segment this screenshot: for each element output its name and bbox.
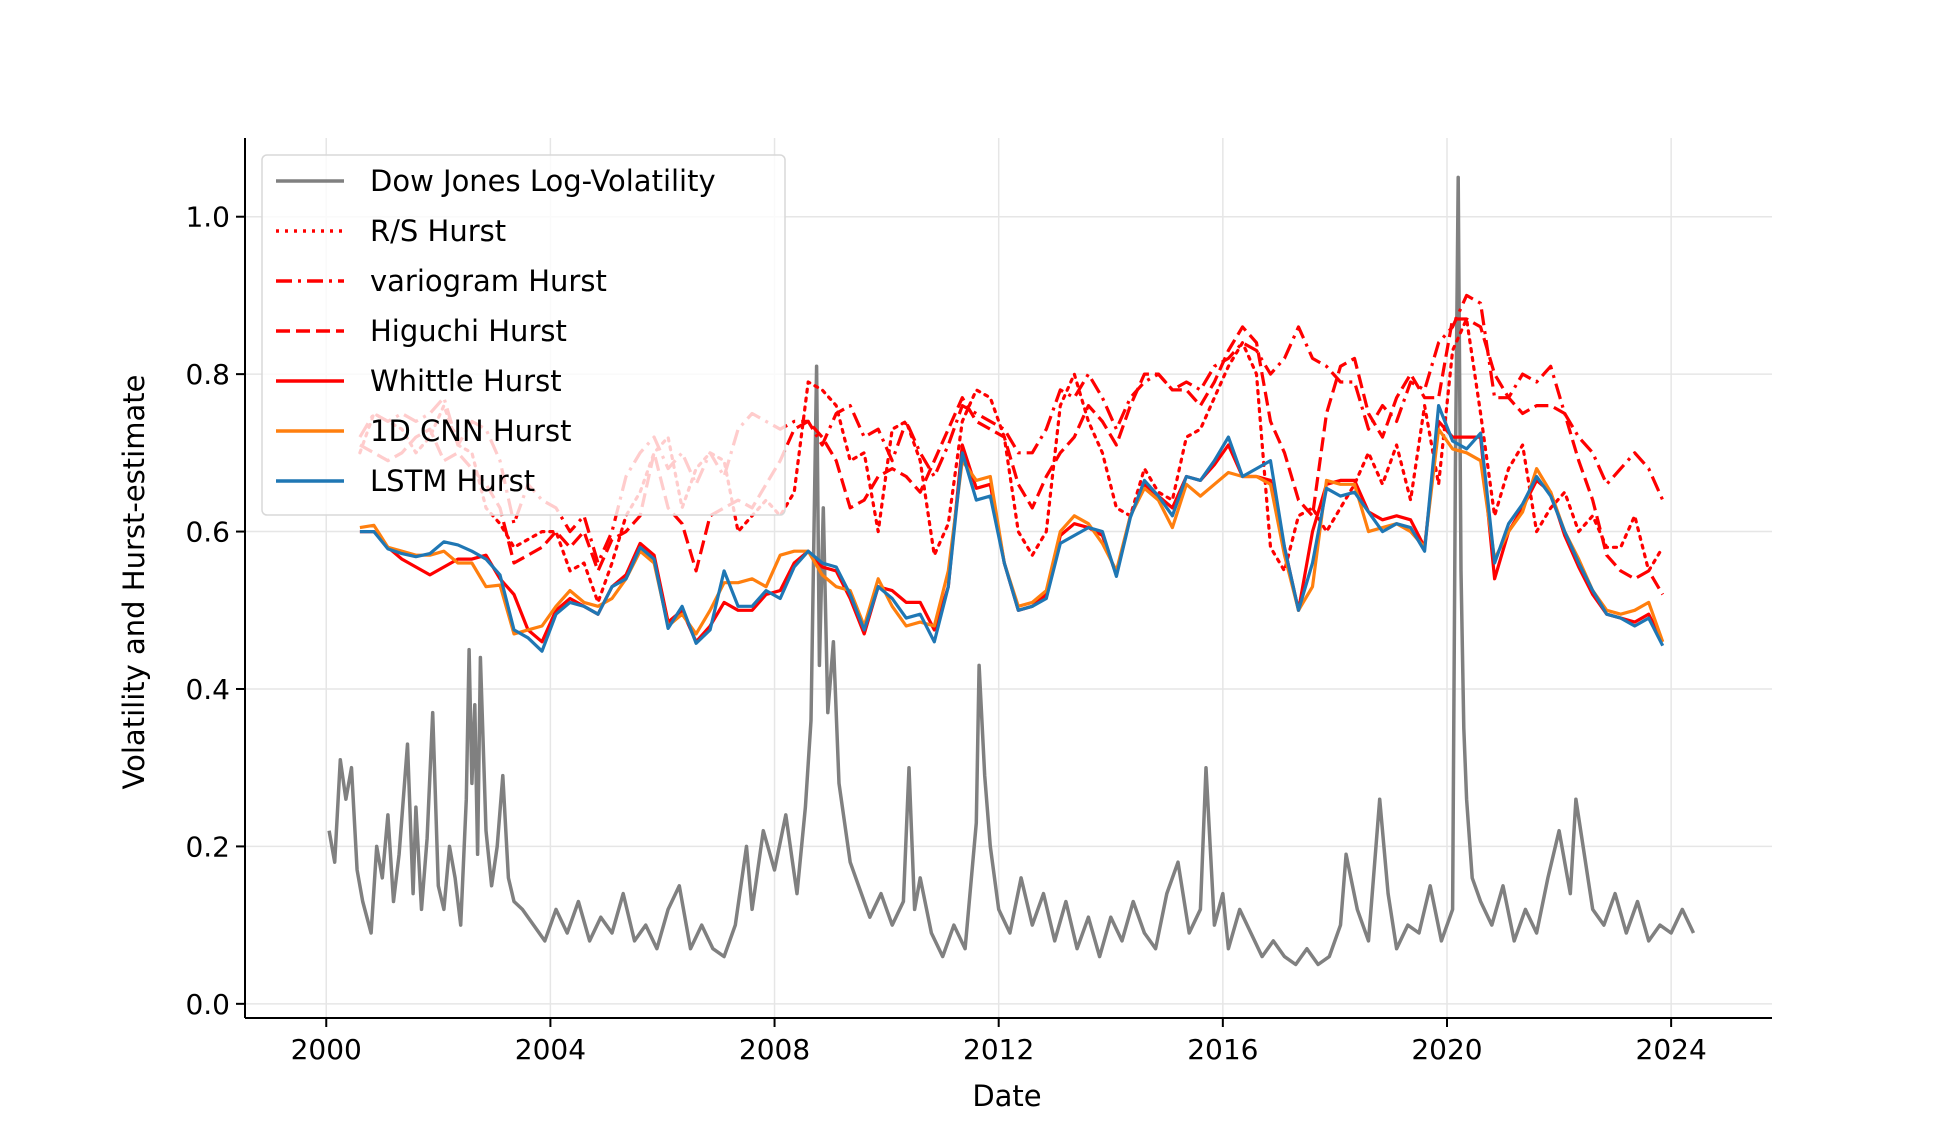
y-tick-label: 0.4 bbox=[185, 673, 230, 706]
y-axis-label: Volatility and Hurst-estimate bbox=[117, 375, 151, 790]
x-tick-label: 2020 bbox=[1411, 1033, 1482, 1066]
legend: Dow Jones Log-Volatility R/S Hurst variogr… bbox=[261, 154, 786, 516]
x-tick-label: 2012 bbox=[963, 1033, 1034, 1066]
series-line-0 bbox=[327, 175, 1696, 967]
y-tick-label: 0.8 bbox=[185, 358, 230, 391]
axes bbox=[244, 138, 1772, 1019]
series-line-3 bbox=[359, 317, 1665, 596]
legend-label: Dow Jones Log-Volatility bbox=[370, 164, 716, 198]
x-tick-label: 2016 bbox=[1187, 1033, 1258, 1066]
x-axis-label: Date bbox=[972, 1079, 1041, 1113]
series-lines bbox=[327, 175, 1696, 967]
series-line-6 bbox=[359, 404, 1665, 653]
series-line-1 bbox=[358, 317, 1665, 605]
y-tick-label: 0.6 bbox=[185, 516, 230, 549]
series-line-2 bbox=[358, 293, 1665, 565]
x-tick-label: 2000 bbox=[291, 1033, 362, 1066]
y-tick-label: 1.0 bbox=[185, 201, 230, 234]
legend-label: 1D CNN Hurst bbox=[370, 414, 571, 448]
legend-label: Higuchi Hurst bbox=[370, 314, 567, 348]
y-tick-label: 0.0 bbox=[185, 988, 230, 1021]
x-tick-label: 2024 bbox=[1636, 1033, 1707, 1066]
x-tick-label: 2004 bbox=[515, 1033, 586, 1066]
tick-labels: 2000 2004 2008 2012 2016 2020 2024 0.0 0.2 0.4 0.6… bbox=[185, 201, 1706, 1066]
legend-label: R/S Hurst bbox=[370, 214, 506, 248]
legend-label: Whittle Hurst bbox=[370, 364, 562, 398]
x-tick-label: 2008 bbox=[739, 1033, 810, 1066]
y-tick-label: 0.2 bbox=[185, 830, 230, 863]
legend-box bbox=[261, 154, 786, 516]
legend-label: variogram Hurst bbox=[370, 264, 607, 298]
legend-label: LSTM Hurst bbox=[370, 464, 535, 498]
